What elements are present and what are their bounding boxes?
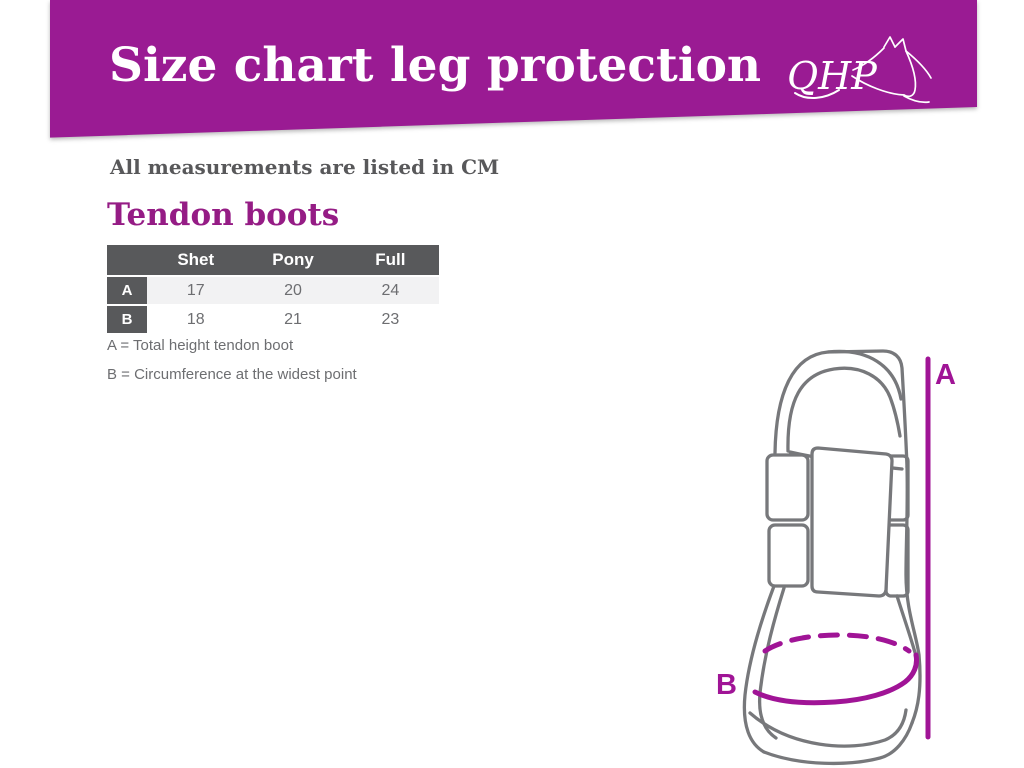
- legend-line-b: B = Circumference at the widest point: [107, 366, 357, 383]
- cell-a-shet: 17: [147, 277, 245, 304]
- row-label-a: A: [107, 277, 148, 304]
- legend: A = Total height tendon boot B = Circumf…: [107, 337, 357, 395]
- measurements-note: All measurements are listed in CM: [110, 155, 500, 179]
- legend-line-a: A = Total height tendon boot: [107, 337, 294, 354]
- corner-cell: [107, 245, 148, 275]
- section-heading: Tendon boots: [107, 197, 340, 233]
- size-table: Shet Pony Full A 17 20 24 B 18 21 23: [107, 243, 439, 335]
- column-header-shet: Shet: [147, 245, 245, 275]
- qhp-logo: QHP: [787, 36, 932, 104]
- header-banner: Size chart leg protection QHP: [50, 0, 977, 138]
- header-banner-wrap: Size chart leg protection QHP: [50, 0, 977, 139]
- cell-b-full: 23: [341, 306, 439, 333]
- table-header-row: Shet Pony Full: [107, 245, 439, 275]
- cell-b-pony: 21: [244, 306, 342, 333]
- cell-a-full: 24: [341, 277, 439, 304]
- measurement-marks: [752, 356, 931, 740]
- tendon-boot-illustration: A B: [716, 349, 956, 766]
- table-row-b: B 18 21 23: [107, 306, 439, 333]
- cell-a-pony: 20: [244, 277, 342, 304]
- q-swash: [794, 89, 840, 99]
- strap-panel: [810, 446, 894, 598]
- table-row-a: A 17 20 24: [107, 277, 439, 304]
- qhp-logo-text: QHP: [787, 54, 878, 98]
- row-label-b: B: [107, 306, 148, 333]
- measurement-ellipse-b-dashed: [762, 632, 912, 654]
- measurement-label-a: A: [935, 359, 956, 391]
- cell-b-shet: 18: [147, 306, 245, 333]
- column-header-pony: Pony: [244, 245, 342, 275]
- measurement-label-b: B: [716, 669, 737, 701]
- page-title: Size chart leg protection: [109, 38, 762, 93]
- boot-outline: [742, 349, 922, 766]
- measurement-ellipse-b-solid: [752, 652, 919, 706]
- horse-head-icon: [851, 36, 932, 104]
- column-header-full: Full: [341, 245, 439, 275]
